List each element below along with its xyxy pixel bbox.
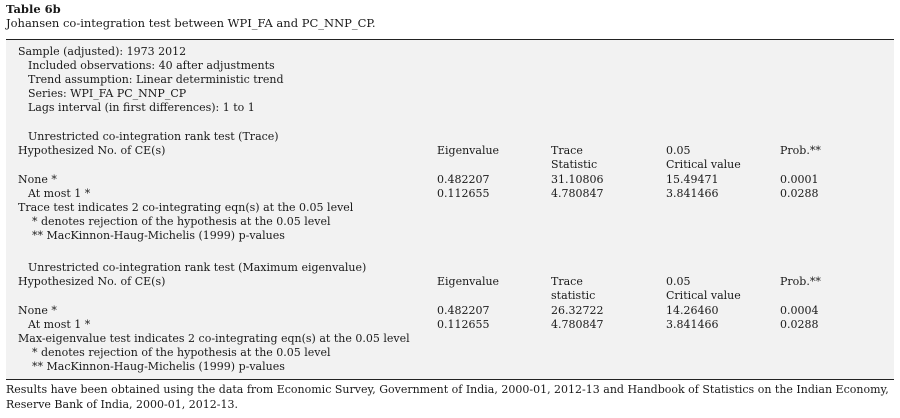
statistic-cell: 4.780847 [551,318,604,331]
header-eigenvalue: Eigenvalue [437,144,500,157]
max-eig-conclusion: Max-eigenvalue test indicates 2 co-integ… [18,332,410,345]
header-prob: Prob.** [780,275,821,288]
header-critical-2: Critical value [666,289,741,302]
header-prob: Prob.** [780,144,821,157]
header-hypothesized: Hypothesized No. of CE(s) [18,275,166,288]
prob-cell: 0.0001 [780,173,819,186]
trace-test-title: Unrestricted co-integration rank test (T… [28,130,279,143]
header-statistic: Trace [551,275,583,288]
header-statistic: Trace [551,144,583,157]
statistic-cell: 31.10806 [551,173,604,186]
lags-line: Lags interval (in first differences): 1 … [28,101,255,114]
hyp-cell: None * [18,304,57,317]
header-critical: 0.05 [666,275,691,288]
critical-cell: 15.49471 [666,173,719,186]
hyp-cell: At most 1 * [28,187,91,200]
critical-cell: 3.841466 [666,318,719,331]
sample-line: Sample (adjusted): 1973 2012 [18,45,187,58]
trace-note-2: ** MacKinnon-Haug-Michelis (1999) p-valu… [32,229,285,242]
observations-line: Included observations: 40 after adjustme… [28,59,275,72]
trace-note-1: * denotes rejection of the hypothesis at… [32,215,331,228]
trend-line: Trend assumption: Linear deterministic t… [28,73,284,86]
eigenvalue-cell: 0.112655 [437,318,490,331]
header-statistic-2: Statistic [551,158,598,171]
series-line: Series: WPI_FA PC_NNP_CP [28,87,187,100]
max-eig-test-title: Unrestricted co-integration rank test (M… [28,261,367,274]
statistic-cell: 4.780847 [551,187,604,200]
table-caption: Johansen co-integration test between WPI… [6,16,376,30]
hyp-cell: None * [18,173,57,186]
max-eig-note-2: ** MacKinnon-Haug-Michelis (1999) p-valu… [32,360,285,373]
table-page: Table 6b Johansen co-integration test be… [6,2,894,411]
eigenvalue-cell: 0.112655 [437,187,490,200]
eigenvalue-cell: 0.482207 [437,173,490,186]
header-critical: 0.05 [666,144,691,157]
results-panel: Sample (adjusted): 1973 2012 Included ob… [6,39,894,380]
header-eigenvalue: Eigenvalue [437,275,500,288]
trace-conclusion: Trace test indicates 2 co-integrating eq… [18,201,354,214]
header-hypothesized: Hypothesized No. of CE(s) [18,144,166,157]
prob-cell: 0.0004 [780,304,819,317]
critical-cell: 14.26460 [666,304,719,317]
max-eig-note-1: * denotes rejection of the hypothesis at… [32,346,331,359]
header-statistic-2: statistic [551,289,596,302]
prob-cell: 0.0288 [780,187,819,200]
eigenvalue-cell: 0.482207 [437,304,490,317]
prob-cell: 0.0288 [780,318,819,331]
critical-cell: 3.841466 [666,187,719,200]
table-footnote: Results have been obtained using the dat… [6,383,889,411]
hyp-cell: At most 1 * [28,318,91,331]
table-label: Table 6b [6,2,61,16]
header-critical-2: Critical value [666,158,741,171]
statistic-cell: 26.32722 [551,304,604,317]
